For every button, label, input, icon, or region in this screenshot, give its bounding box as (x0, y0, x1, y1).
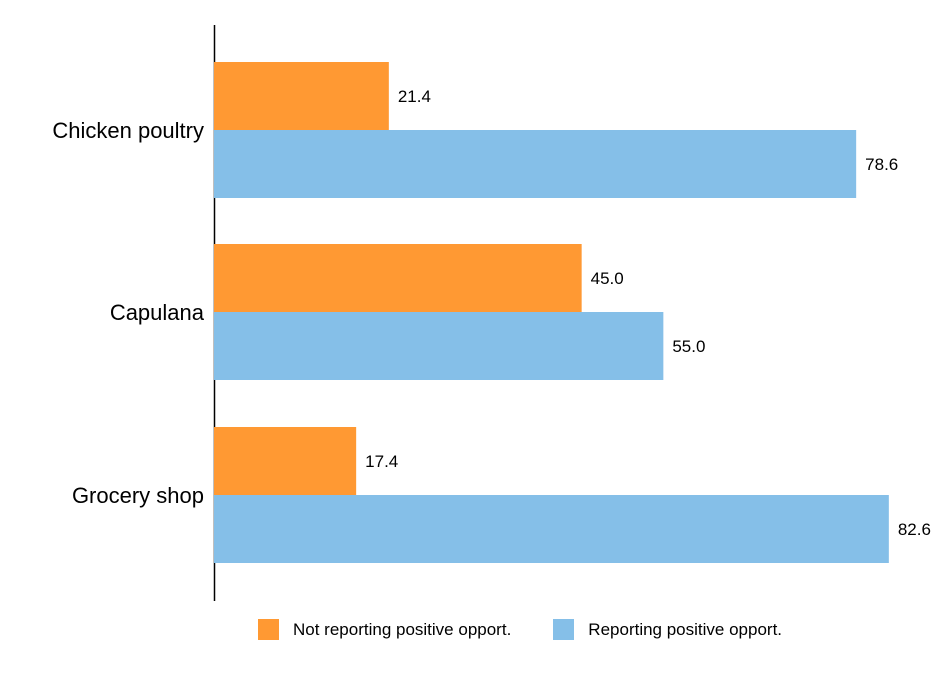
bar-capulana-not-reporting (214, 244, 582, 312)
value-label-grocery-shop-not-reporting: 17.4 (365, 452, 398, 471)
bar-chicken-poultry-reporting (214, 130, 857, 198)
bar-chicken-poultry-not-reporting (214, 62, 389, 130)
value-label-capulana-not-reporting: 45.0 (591, 269, 624, 288)
legend-label-reporting: Reporting positive opport. (588, 619, 783, 639)
legend-swatch-reporting (553, 619, 575, 640)
legend-label-not-reporting: Not reporting positive opport. (293, 619, 512, 639)
bar-capulana-reporting (214, 312, 664, 380)
legend: Not reporting positive opport. Reporting… (258, 619, 824, 640)
legend-swatch-not-reporting (258, 619, 279, 640)
category-label-grocery-shop: Grocery shop (72, 483, 204, 508)
value-label-chicken-poultry-not-reporting: 21.4 (398, 87, 431, 106)
category-label-capulana: Capulana (110, 300, 205, 325)
value-label-capulana-reporting: 55.0 (672, 337, 705, 356)
category-label-chicken-poultry: Chicken poultry (52, 118, 204, 143)
legend-item-not-reporting: Not reporting positive opport. (258, 619, 511, 640)
bar-grocery-shop-reporting (214, 495, 889, 563)
legend-item-reporting: Reporting positive opport. (553, 619, 782, 640)
bar-grocery-shop-not-reporting (214, 427, 357, 495)
value-label-chicken-poultry-reporting: 78.6 (865, 155, 898, 174)
value-label-grocery-shop-reporting: 82.6 (898, 520, 931, 539)
